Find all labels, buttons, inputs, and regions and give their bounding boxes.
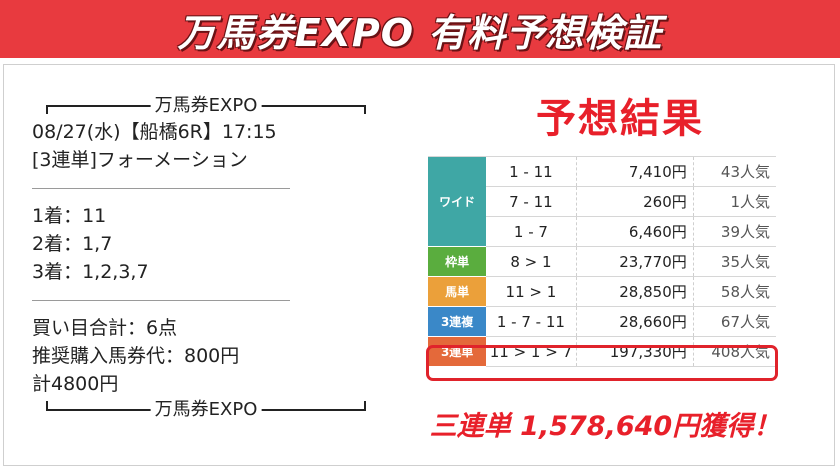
- content-frame: [3, 64, 835, 466]
- payout: 260円: [576, 186, 694, 217]
- popularity: 58人気: [693, 276, 776, 307]
- total-points: 買い目合計：6点: [32, 317, 178, 339]
- trifecta-highlight-box: [426, 345, 778, 381]
- combo: 11 > 1: [486, 276, 577, 307]
- bet-type-trifecta: 3連単: [428, 336, 487, 367]
- bet-type-trio: 3連複: [428, 306, 487, 337]
- divider: [32, 300, 290, 301]
- combo: 8 > 1: [486, 246, 577, 277]
- pick-first: 1着：11: [32, 205, 107, 227]
- payout-table: ワイド 1 - 11 7,410円 43人気 7 - 11 260円 1人気 1…: [428, 156, 776, 367]
- table-row: 枠単 8 > 1 23,770円 35人気: [428, 246, 776, 277]
- combo: 7 - 11: [486, 186, 577, 217]
- card-header-label: 万馬券EXPO: [150, 94, 262, 118]
- combo: 1 - 7 - 11: [486, 306, 577, 337]
- bet-type-info: [3連単]フォーメーション: [32, 149, 248, 171]
- popularity: 43人気: [693, 156, 776, 187]
- payout: 28,660円: [576, 306, 694, 337]
- popularity: 39人気: [693, 216, 776, 247]
- pick-second: 2着：1,7: [32, 233, 113, 255]
- popularity: 67人気: [693, 306, 776, 337]
- bet-type-bracket-exacta: 枠単: [428, 246, 487, 277]
- payout: 6,460円: [576, 216, 694, 247]
- bet-type-exacta: 馬単: [428, 276, 487, 307]
- title-banner: 万馬券EXPO 有料予想検証: [0, 0, 840, 58]
- payout: 197,330円: [576, 336, 694, 367]
- bet-type-wide: ワイド: [428, 156, 487, 247]
- table-row: 7 - 11 260円 1人気: [428, 186, 776, 217]
- payout: 28,850円: [576, 276, 694, 307]
- popularity: 1人気: [693, 186, 776, 217]
- payout: 7,410円: [576, 156, 694, 187]
- table-row: ワイド 1 - 11 7,410円 43人気: [428, 156, 776, 247]
- combo: 1 - 11: [486, 156, 577, 187]
- total-cost: 計4800円: [32, 373, 119, 395]
- table-row: 馬単 11 > 1 28,850円 58人気: [428, 276, 776, 307]
- pick-third: 3着：1,2,3,7: [32, 261, 149, 283]
- divider: [32, 188, 290, 189]
- combo: 1 - 7: [486, 216, 577, 247]
- payout: 23,770円: [576, 246, 694, 277]
- banner-title: 万馬券EXPO 有料予想検証: [177, 10, 663, 55]
- card-footer-rule: 万馬券EXPO: [46, 398, 366, 422]
- prediction-card: 万馬券EXPO 08/27(水)【船橋6R】17:15 [3連単]フォーメーショ…: [32, 94, 366, 422]
- earned-amount: 三連単 1,578,640円獲得！: [429, 411, 781, 442]
- race-info: 08/27(水)【船橋6R】17:15: [32, 121, 277, 143]
- card-header-rule: 万馬券EXPO: [46, 94, 366, 118]
- result-title: 予想結果: [536, 96, 704, 142]
- table-row: 3連複 1 - 7 - 11 28,660円 67人気: [428, 306, 776, 337]
- popularity: 35人気: [693, 246, 776, 277]
- card-footer-label: 万馬券EXPO: [150, 398, 262, 422]
- recommended-cost: 推奨購入馬券代：800円: [32, 345, 240, 367]
